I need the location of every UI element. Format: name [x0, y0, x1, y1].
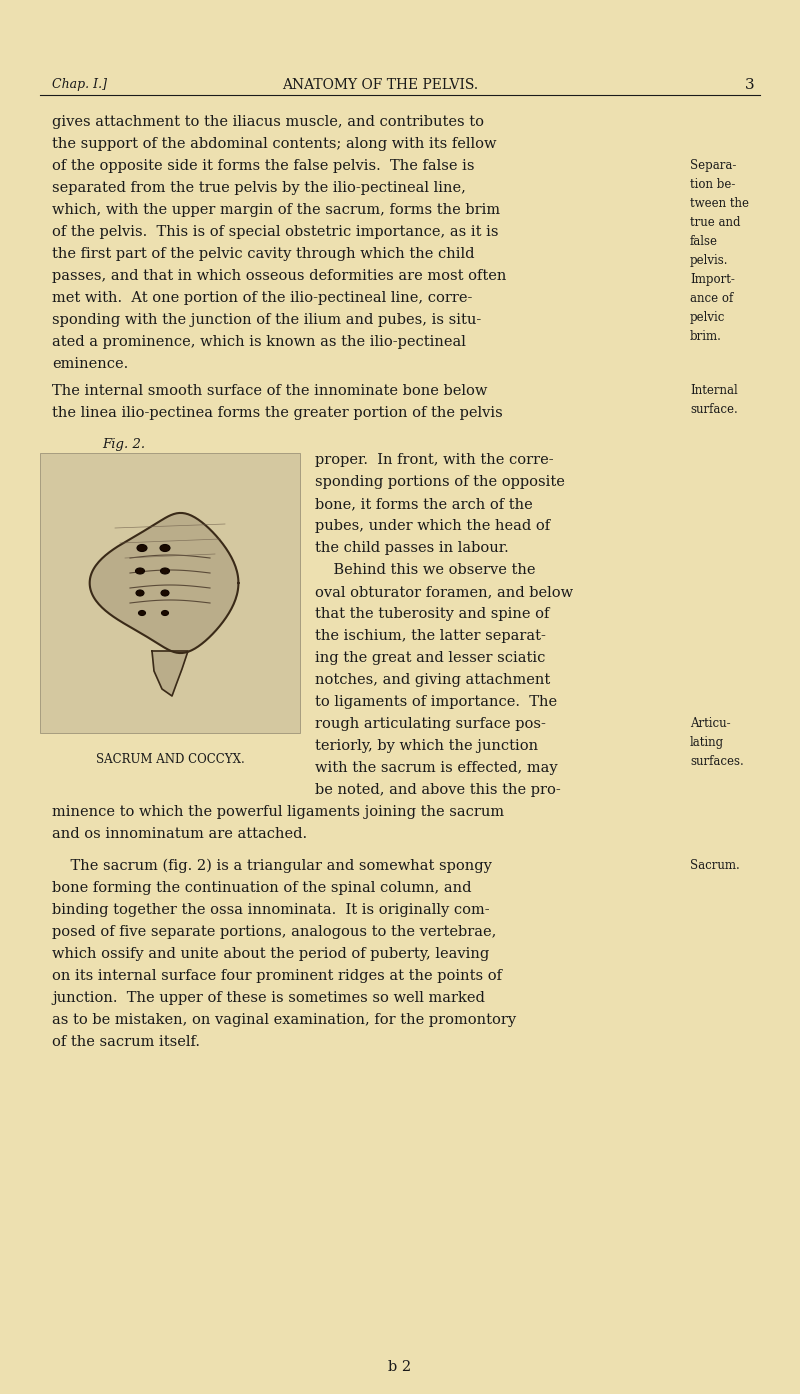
Text: proper.  In front, with the corre-: proper. In front, with the corre- [315, 453, 554, 467]
Text: tion be-: tion be- [690, 178, 735, 191]
Text: as to be mistaken, on vaginal examination, for the promontory: as to be mistaken, on vaginal examinatio… [52, 1013, 516, 1027]
Ellipse shape [138, 611, 146, 616]
Text: of the pelvis.  This is of special obstetric importance, as it is: of the pelvis. This is of special obstet… [52, 224, 498, 238]
Text: surface.: surface. [690, 403, 738, 415]
Text: on its internal surface four prominent ridges at the points of: on its internal surface four prominent r… [52, 969, 502, 983]
Text: b 2: b 2 [389, 1361, 411, 1374]
Ellipse shape [162, 611, 169, 616]
Text: Articu-: Articu- [690, 717, 730, 730]
Polygon shape [90, 513, 238, 652]
Text: surfaces.: surfaces. [690, 756, 744, 768]
Text: tween the: tween the [690, 197, 749, 210]
Text: posed of five separate portions, analogous to the vertebrae,: posed of five separate portions, analogo… [52, 926, 496, 940]
Text: with the sacrum is effected, may: with the sacrum is effected, may [315, 761, 558, 775]
Text: brim.: brim. [690, 330, 722, 343]
Text: Internal: Internal [690, 383, 738, 397]
Text: Separa-: Separa- [690, 159, 736, 171]
Text: binding together the ossa innominata.  It is originally com-: binding together the ossa innominata. It… [52, 903, 490, 917]
Text: teriorly, by which the junction: teriorly, by which the junction [315, 739, 538, 753]
Text: be noted, and above this the pro-: be noted, and above this the pro- [315, 783, 561, 797]
Text: minence to which the powerful ligaments joining the sacrum: minence to which the powerful ligaments … [52, 804, 504, 820]
Text: pelvic: pelvic [690, 311, 726, 323]
Text: eminence.: eminence. [52, 357, 128, 371]
Text: pelvis.: pelvis. [690, 254, 729, 268]
Text: to ligaments of importance.  The: to ligaments of importance. The [315, 696, 557, 710]
Text: notches, and giving attachment: notches, and giving attachment [315, 673, 550, 687]
Text: lating: lating [690, 736, 724, 749]
Text: ance of: ance of [690, 291, 734, 305]
Text: The sacrum (fig. 2) is a triangular and somewhat spongy: The sacrum (fig. 2) is a triangular and … [52, 859, 492, 874]
Text: of the opposite side it forms the false pelvis.  The false is: of the opposite side it forms the false … [52, 159, 474, 173]
Text: pubes, under which the head of: pubes, under which the head of [315, 519, 550, 533]
Polygon shape [152, 651, 188, 696]
Text: Behind this we observe the: Behind this we observe the [315, 563, 535, 577]
Text: passes, and that in which osseous deformities are most often: passes, and that in which osseous deform… [52, 269, 506, 283]
Ellipse shape [161, 567, 170, 574]
Text: which ossify and unite about the period of puberty, leaving: which ossify and unite about the period … [52, 947, 490, 960]
FancyBboxPatch shape [40, 453, 300, 733]
Text: ing the great and lesser sciatic: ing the great and lesser sciatic [315, 651, 546, 665]
Text: 3: 3 [746, 78, 755, 92]
Ellipse shape [135, 567, 145, 574]
Text: the linea ilio-pectinea forms the greater portion of the pelvis: the linea ilio-pectinea forms the greate… [52, 406, 502, 420]
Text: ated a prominence, which is known as the ilio-pectineal: ated a prominence, which is known as the… [52, 335, 466, 348]
Text: bone forming the continuation of the spinal column, and: bone forming the continuation of the spi… [52, 881, 471, 895]
Text: the ischium, the latter separat-: the ischium, the latter separat- [315, 629, 546, 643]
Ellipse shape [161, 590, 169, 597]
Text: Sacrum.: Sacrum. [690, 859, 740, 873]
Text: sponding portions of the opposite: sponding portions of the opposite [315, 475, 565, 489]
Text: oval obturator foramen, and below: oval obturator foramen, and below [315, 585, 573, 599]
Ellipse shape [160, 545, 170, 552]
Text: SACRUM AND COCCYX.: SACRUM AND COCCYX. [96, 753, 244, 765]
Text: Fig. 2.: Fig. 2. [102, 438, 145, 452]
Text: false: false [690, 236, 718, 248]
Text: the child passes in labour.: the child passes in labour. [315, 541, 509, 555]
Text: ANATOMY OF THE PELVIS.: ANATOMY OF THE PELVIS. [282, 78, 478, 92]
Text: Import-: Import- [690, 273, 735, 286]
Text: and os innominatum are attached.: and os innominatum are attached. [52, 827, 307, 841]
Text: separated from the true pelvis by the ilio-pectineal line,: separated from the true pelvis by the il… [52, 181, 466, 195]
Text: bone, it forms the arch of the: bone, it forms the arch of the [315, 498, 533, 512]
Text: met with.  At one portion of the ilio-pectineal line, corre-: met with. At one portion of the ilio-pec… [52, 291, 472, 305]
Text: the support of the abdominal contents; along with its fellow: the support of the abdominal contents; a… [52, 137, 497, 151]
Text: which, with the upper margin of the sacrum, forms the brim: which, with the upper margin of the sacr… [52, 204, 500, 217]
Text: rough articulating surface pos-: rough articulating surface pos- [315, 717, 546, 730]
Text: the first part of the pelvic cavity through which the child: the first part of the pelvic cavity thro… [52, 247, 474, 261]
Text: true and: true and [690, 216, 741, 229]
Text: junction.  The upper of these is sometimes so well marked: junction. The upper of these is sometime… [52, 991, 485, 1005]
Text: sponding with the junction of the ilium and pubes, is situ-: sponding with the junction of the ilium … [52, 314, 482, 328]
Ellipse shape [136, 590, 144, 597]
Text: of the sacrum itself.: of the sacrum itself. [52, 1034, 200, 1050]
Text: gives attachment to the iliacus muscle, and contributes to: gives attachment to the iliacus muscle, … [52, 114, 484, 130]
Ellipse shape [137, 545, 147, 552]
Text: that the tuberosity and spine of: that the tuberosity and spine of [315, 606, 550, 620]
Text: The internal smooth surface of the innominate bone below: The internal smooth surface of the innom… [52, 383, 487, 399]
Text: Chap. I.]: Chap. I.] [52, 78, 107, 91]
